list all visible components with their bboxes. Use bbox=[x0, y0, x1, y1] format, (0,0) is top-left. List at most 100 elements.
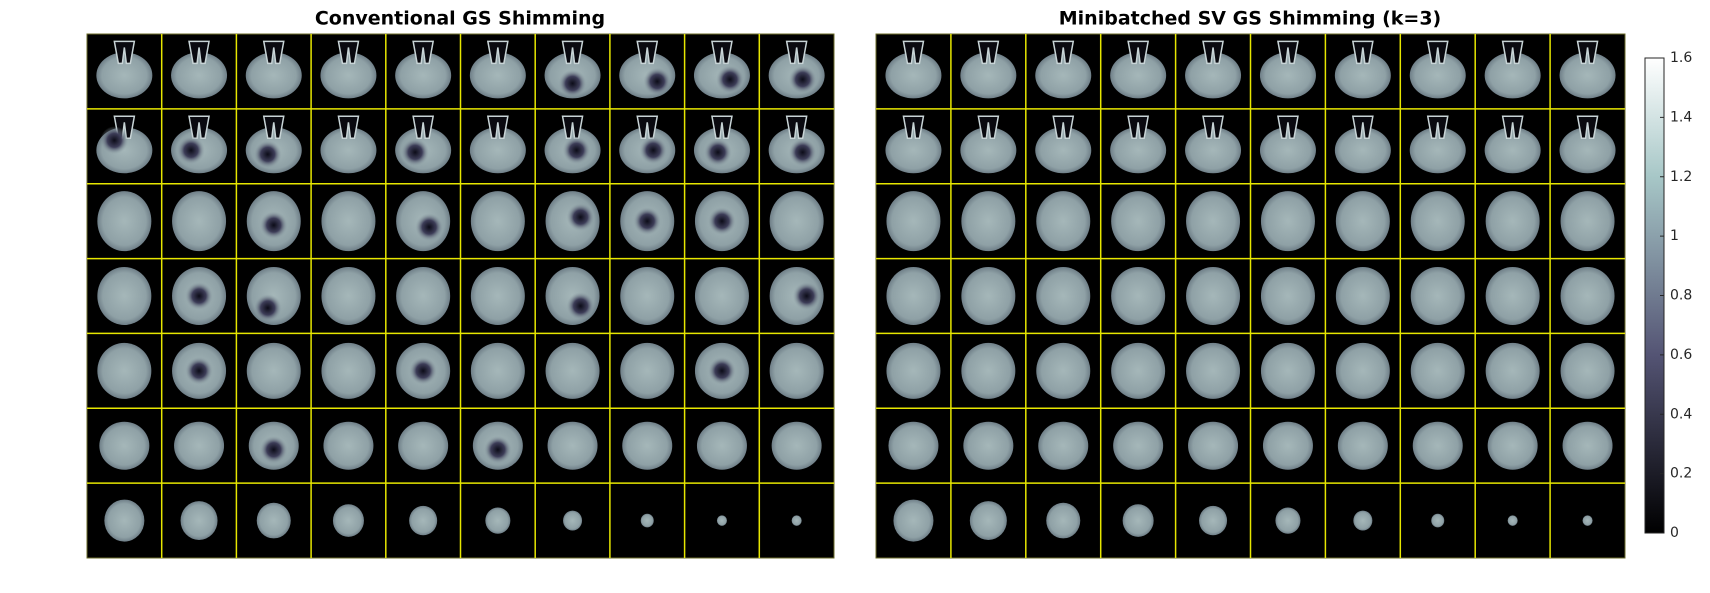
brain-slice bbox=[246, 342, 301, 399]
slice-detail bbox=[1052, 40, 1075, 65]
brain-slice bbox=[1484, 127, 1541, 174]
colorbar-tick-label: 0.2 bbox=[1670, 466, 1692, 482]
brain-slice bbox=[321, 342, 376, 399]
brain-slice bbox=[1562, 421, 1613, 470]
brain-slice bbox=[1035, 52, 1092, 99]
brain-slice bbox=[99, 421, 150, 470]
slice-detail bbox=[561, 115, 584, 140]
colorbar-tick-label: 0 bbox=[1670, 525, 1679, 541]
brain-slice bbox=[1412, 421, 1463, 470]
brain-slice bbox=[1485, 267, 1540, 325]
colorbar-tick-label: 1.2 bbox=[1670, 169, 1692, 185]
slice-detail bbox=[977, 40, 1000, 65]
brain-slice bbox=[791, 515, 802, 526]
brain-slice bbox=[769, 191, 824, 252]
colorbar-tick-label: 0.4 bbox=[1670, 406, 1692, 422]
brain-slice bbox=[1036, 191, 1091, 252]
brain-slice bbox=[1582, 515, 1593, 526]
brain-slice bbox=[885, 127, 942, 174]
field-spot bbox=[185, 282, 214, 310]
brain-slice bbox=[96, 52, 153, 99]
panel-title: Conventional GS Shimming bbox=[315, 8, 605, 30]
brain-slice bbox=[694, 267, 749, 325]
field-spot bbox=[401, 138, 430, 167]
brain-slice bbox=[960, 127, 1017, 174]
brain-slice bbox=[1110, 127, 1167, 174]
slice-detail bbox=[262, 40, 285, 65]
brain-slice bbox=[893, 499, 934, 542]
brain-slice bbox=[1111, 191, 1166, 252]
brain-slice bbox=[332, 504, 364, 537]
brain-slice bbox=[961, 267, 1016, 325]
brain-slice bbox=[469, 52, 526, 99]
brain-slice bbox=[1559, 127, 1616, 174]
brain-slice bbox=[769, 342, 824, 399]
slice-detail bbox=[1351, 115, 1374, 140]
slice-detail bbox=[1351, 40, 1374, 65]
brain-slice bbox=[1485, 191, 1540, 252]
brain-slice bbox=[171, 52, 228, 99]
field-spot bbox=[558, 69, 587, 98]
brain-slice bbox=[886, 267, 941, 325]
brain-slice bbox=[320, 52, 377, 99]
colorbar-tick-label: 1 bbox=[1670, 228, 1679, 244]
slice-detail bbox=[412, 115, 435, 140]
brain-slice bbox=[174, 421, 225, 470]
slice-detail bbox=[1426, 40, 1449, 65]
brain-slice bbox=[563, 510, 583, 531]
brain-slice bbox=[321, 267, 376, 325]
brain-slice bbox=[1335, 267, 1390, 325]
brain-slice bbox=[1353, 510, 1373, 531]
slice-detail bbox=[902, 115, 925, 140]
brain-slice bbox=[1560, 191, 1615, 252]
brain-slice bbox=[961, 342, 1016, 399]
brain-slice bbox=[1409, 52, 1466, 99]
brain-slice bbox=[323, 421, 374, 470]
brain-slice bbox=[1260, 267, 1315, 325]
brain-slice bbox=[409, 505, 438, 536]
brain-slice bbox=[1484, 52, 1541, 99]
brain-slice bbox=[1409, 127, 1466, 174]
brain-slice bbox=[1487, 421, 1538, 470]
slice-detail bbox=[785, 40, 808, 65]
brain-slice bbox=[1410, 191, 1465, 252]
slice-detail bbox=[785, 115, 808, 140]
brain-slice bbox=[1335, 342, 1390, 399]
brain-slice bbox=[1560, 267, 1615, 325]
brain-slice bbox=[969, 501, 1007, 540]
brain-slice bbox=[545, 342, 600, 399]
brain-slice bbox=[1560, 342, 1615, 399]
brain-slice bbox=[1113, 421, 1164, 470]
brain-slice bbox=[321, 191, 376, 252]
slice-detail bbox=[412, 40, 435, 65]
brain-slice bbox=[1337, 421, 1388, 470]
brain-slice bbox=[1259, 127, 1316, 174]
brain-slice bbox=[771, 421, 822, 470]
brain-slice bbox=[172, 191, 227, 252]
field-spot bbox=[185, 356, 214, 385]
brain-slice bbox=[1559, 52, 1616, 99]
brain-slice bbox=[104, 499, 145, 542]
brain-slice bbox=[1335, 191, 1390, 252]
colorbar-tick-label: 0.6 bbox=[1670, 347, 1692, 363]
slice-detail bbox=[1127, 40, 1150, 65]
brain-slice bbox=[1038, 421, 1089, 470]
brain-slice bbox=[485, 507, 511, 534]
brain-slice bbox=[1260, 191, 1315, 252]
brain-slice bbox=[97, 342, 152, 399]
brain-slice bbox=[547, 421, 598, 470]
brain-slice bbox=[97, 191, 152, 252]
slice-detail bbox=[486, 115, 509, 140]
field-spot bbox=[707, 356, 736, 385]
field-spot bbox=[562, 136, 591, 165]
brain-slice bbox=[1485, 342, 1540, 399]
field-spot bbox=[253, 140, 282, 169]
brain-slice bbox=[1036, 342, 1091, 399]
slice-detail bbox=[1202, 40, 1224, 65]
brain-slice bbox=[1186, 191, 1241, 252]
brain-slice bbox=[320, 127, 377, 174]
brain-slice bbox=[886, 342, 941, 399]
brain-slice bbox=[961, 191, 1016, 252]
brain-slice bbox=[1334, 52, 1391, 99]
brain-slice bbox=[620, 267, 675, 325]
